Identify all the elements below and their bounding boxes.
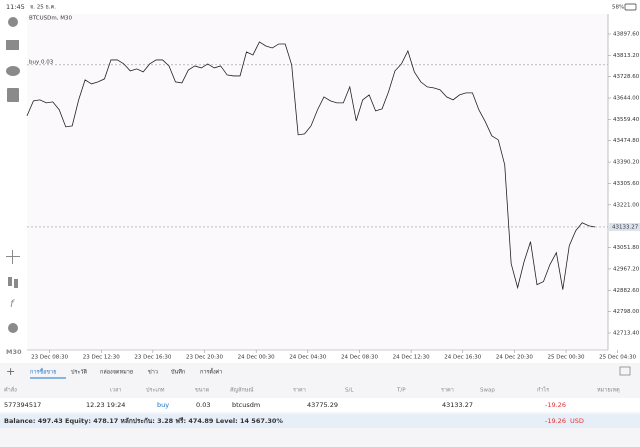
trade-symbol[interactable]: btcusdm: [232, 401, 260, 409]
y-tick-label: 43390.20: [613, 160, 640, 166]
tab[interactable]: ข่าว: [148, 370, 158, 376]
account-summary: Balance: 497.43 Equity: 478.17 หลักประกั…: [4, 417, 283, 425]
chart-title: BTCUSDm, M30: [29, 16, 73, 22]
chat-icon[interactable]: [6, 66, 20, 76]
indicator-icon[interactable]: f: [10, 299, 15, 310]
chart-area: [27, 14, 608, 350]
objects-icon[interactable]: [8, 323, 18, 333]
column-header: S/L: [345, 388, 354, 394]
battery-icon: [624, 3, 637, 11]
bid-label-bg: [609, 222, 640, 231]
summary-bg: [0, 414, 640, 428]
x-tick-label: 24 Dec 04:30: [289, 355, 326, 361]
x-tick-label: 24 Dec 08:30: [341, 355, 378, 361]
tab[interactable]: การตั้งค่า: [200, 368, 222, 376]
currency: USD: [570, 417, 584, 425]
x-tick-label: 23 Dec 20:30: [186, 355, 223, 361]
order-line-label: buy 0.03: [29, 59, 54, 65]
trade-profit[interactable]: -19.26: [545, 401, 566, 409]
trade-row-bg: [0, 398, 640, 412]
y-tick-label: 42798.00: [613, 309, 640, 315]
x-tick-label: 24 Dec 16:30: [444, 355, 481, 361]
column-header: สัญลักษณ์: [230, 387, 253, 394]
x-tick-label: 25 Dec 04:30: [599, 355, 636, 361]
add-button[interactable]: +: [6, 365, 15, 378]
x-tick-label: 24 Dec 20:30: [496, 355, 533, 361]
candle-icon[interactable]: [8, 277, 12, 286]
column-header: คำสั่ง: [4, 386, 17, 394]
trade-size[interactable]: 0.03: [196, 401, 210, 409]
x-tick-label: 23 Dec 16:30: [134, 355, 171, 361]
status-time: 11:45: [6, 3, 25, 11]
new-icon[interactable]: [7, 88, 19, 102]
y-tick-label: 43644.00: [613, 96, 640, 102]
trade-open-price[interactable]: 43775.29: [307, 401, 338, 409]
tab[interactable]: บันทึก: [171, 369, 185, 376]
trade-icon[interactable]: [6, 40, 19, 50]
column-header: Swap: [480, 388, 495, 394]
y-tick-label: 43813.20: [613, 53, 640, 59]
status-battery: 58%: [612, 5, 624, 11]
trade-order[interactable]: 577394517: [4, 401, 41, 409]
y-tick-label: 43051.80: [613, 245, 640, 251]
y-tick-label: 43559.40: [613, 117, 640, 123]
price-line: [26, 41, 596, 290]
column-header: ประเภท: [146, 387, 165, 394]
y-tick-label: 42882.60: [613, 288, 640, 294]
column-header: ขนาด: [195, 388, 210, 394]
y-tick-label: 43474.80: [613, 138, 640, 144]
y-tick-label: 43728.60: [613, 74, 640, 80]
bid-label: 43133.27: [612, 224, 639, 230]
y-tick-label: 43221.00: [613, 202, 640, 208]
tab[interactable]: กล่องจดหมาย: [100, 370, 133, 376]
panel-icon[interactable]: [619, 366, 631, 376]
x-tick-label: 23 Dec 12:30: [83, 355, 120, 361]
total-profit: -19.26: [545, 417, 566, 425]
y-tick-label: 42713.40: [613, 330, 640, 336]
y-tick-label: 42967.20: [613, 266, 640, 272]
timeframe[interactable]: M30: [6, 348, 22, 356]
status-date: จ. 25 ธ.ค.: [30, 4, 56, 11]
x-tick-label: 23 Dec 08:30: [31, 355, 68, 361]
trade-time[interactable]: 12.23 19:24: [86, 401, 125, 409]
tab[interactable]: ประวัติ: [71, 369, 87, 376]
column-header: เวลา: [110, 388, 121, 394]
y-tick-label: 43305.60: [613, 181, 640, 187]
trade-type[interactable]: buy: [157, 401, 169, 409]
x-tick-label: 24 Dec 12:30: [393, 355, 430, 361]
tab[interactable]: การซื้อขาย: [30, 368, 56, 376]
y-tick-label: 43897.60: [613, 31, 640, 37]
column-header: หมายเหตุ: [597, 388, 620, 394]
account-icon[interactable]: [8, 17, 18, 27]
column-header: กำไร: [537, 387, 549, 394]
column-header: T/P: [396, 388, 406, 394]
column-header: ราคา: [441, 388, 454, 394]
column-header: ราคา: [293, 388, 306, 394]
x-tick-label: 24 Dec 00:30: [238, 355, 275, 361]
trade-price[interactable]: 43133.27: [442, 401, 473, 409]
x-tick-label: 25 Dec 00:30: [548, 355, 585, 361]
left-toolbar: f: [6, 17, 20, 333]
